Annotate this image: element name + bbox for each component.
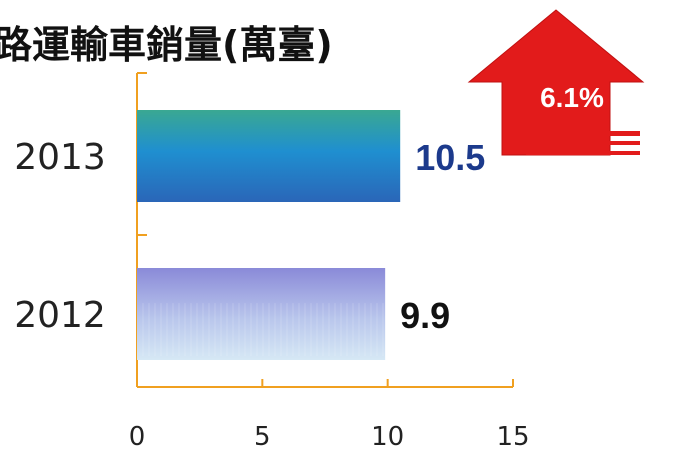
category-label: 2012	[14, 295, 106, 336]
bar	[137, 110, 401, 202]
x-tick-label: 5	[254, 422, 271, 452]
plot-area: 0 5 10 15 2013 10.5 2012 9.9	[14, 72, 530, 452]
arrow-stripe	[526, 141, 640, 145]
x-tick-label: 15	[496, 422, 529, 452]
growth-badge-label: 6.1%	[540, 82, 604, 113]
growth-arrow-icon	[467, 9, 645, 156]
x-tick-label: 0	[129, 422, 146, 452]
arrow-stripe	[526, 131, 640, 136]
x-tick-label: 10	[371, 422, 404, 452]
bar	[137, 268, 386, 360]
arrow-stripe	[526, 151, 640, 155]
growth-arrow: 6.1%	[467, 9, 645, 156]
data-label: 10.5	[415, 137, 485, 178]
data-label: 9.9	[400, 295, 450, 336]
chart-title: 路運輸車銷量(萬臺)	[0, 23, 333, 67]
category-label: 2013	[14, 137, 106, 178]
